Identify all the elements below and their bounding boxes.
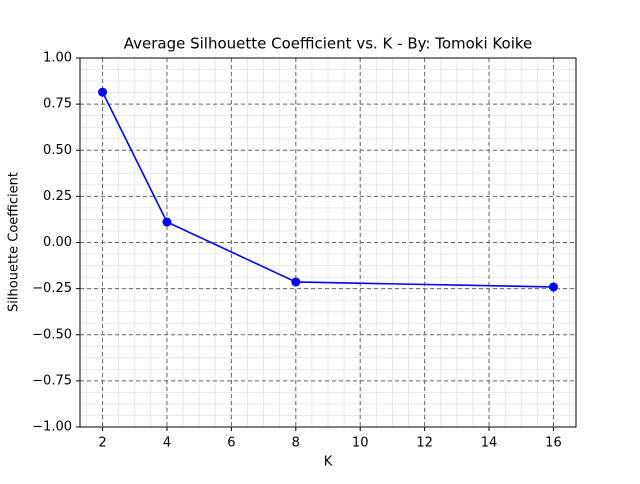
- data-point: [98, 87, 108, 97]
- y-tick-label: −1.00: [32, 420, 72, 435]
- chart-title: Average Silhouette Coefficient vs. K - B…: [124, 35, 533, 53]
- y-tick-label: 0.00: [43, 235, 72, 250]
- x-axis-label: K: [324, 455, 333, 470]
- y-tick-label: 0.75: [43, 97, 72, 112]
- x-tick-label: 16: [545, 436, 562, 451]
- x-tick-label: 4: [163, 436, 171, 451]
- x-tick-label: 2: [98, 436, 106, 451]
- y-tick-label: −0.25: [32, 281, 72, 296]
- x-tick-label: 6: [227, 436, 235, 451]
- y-tick-label: 0.25: [43, 189, 72, 204]
- plot-frame: [79, 57, 577, 428]
- y-tick-label: 1.00: [43, 51, 72, 66]
- y-tick-label: −0.75: [32, 373, 72, 388]
- data-point: [291, 277, 301, 287]
- x-tick-label: 8: [292, 436, 300, 451]
- data-line: [101, 91, 554, 288]
- y-tick-label: 0.50: [43, 143, 72, 158]
- y-tick-label: −0.50: [32, 327, 72, 342]
- y-axis-label: Silhouette Coefficient: [7, 172, 22, 312]
- data-point: [162, 217, 172, 227]
- x-tick-label: 12: [416, 436, 433, 451]
- x-tick-label: 10: [352, 436, 369, 451]
- x-tick-label: 14: [481, 436, 498, 451]
- data-point: [548, 282, 558, 292]
